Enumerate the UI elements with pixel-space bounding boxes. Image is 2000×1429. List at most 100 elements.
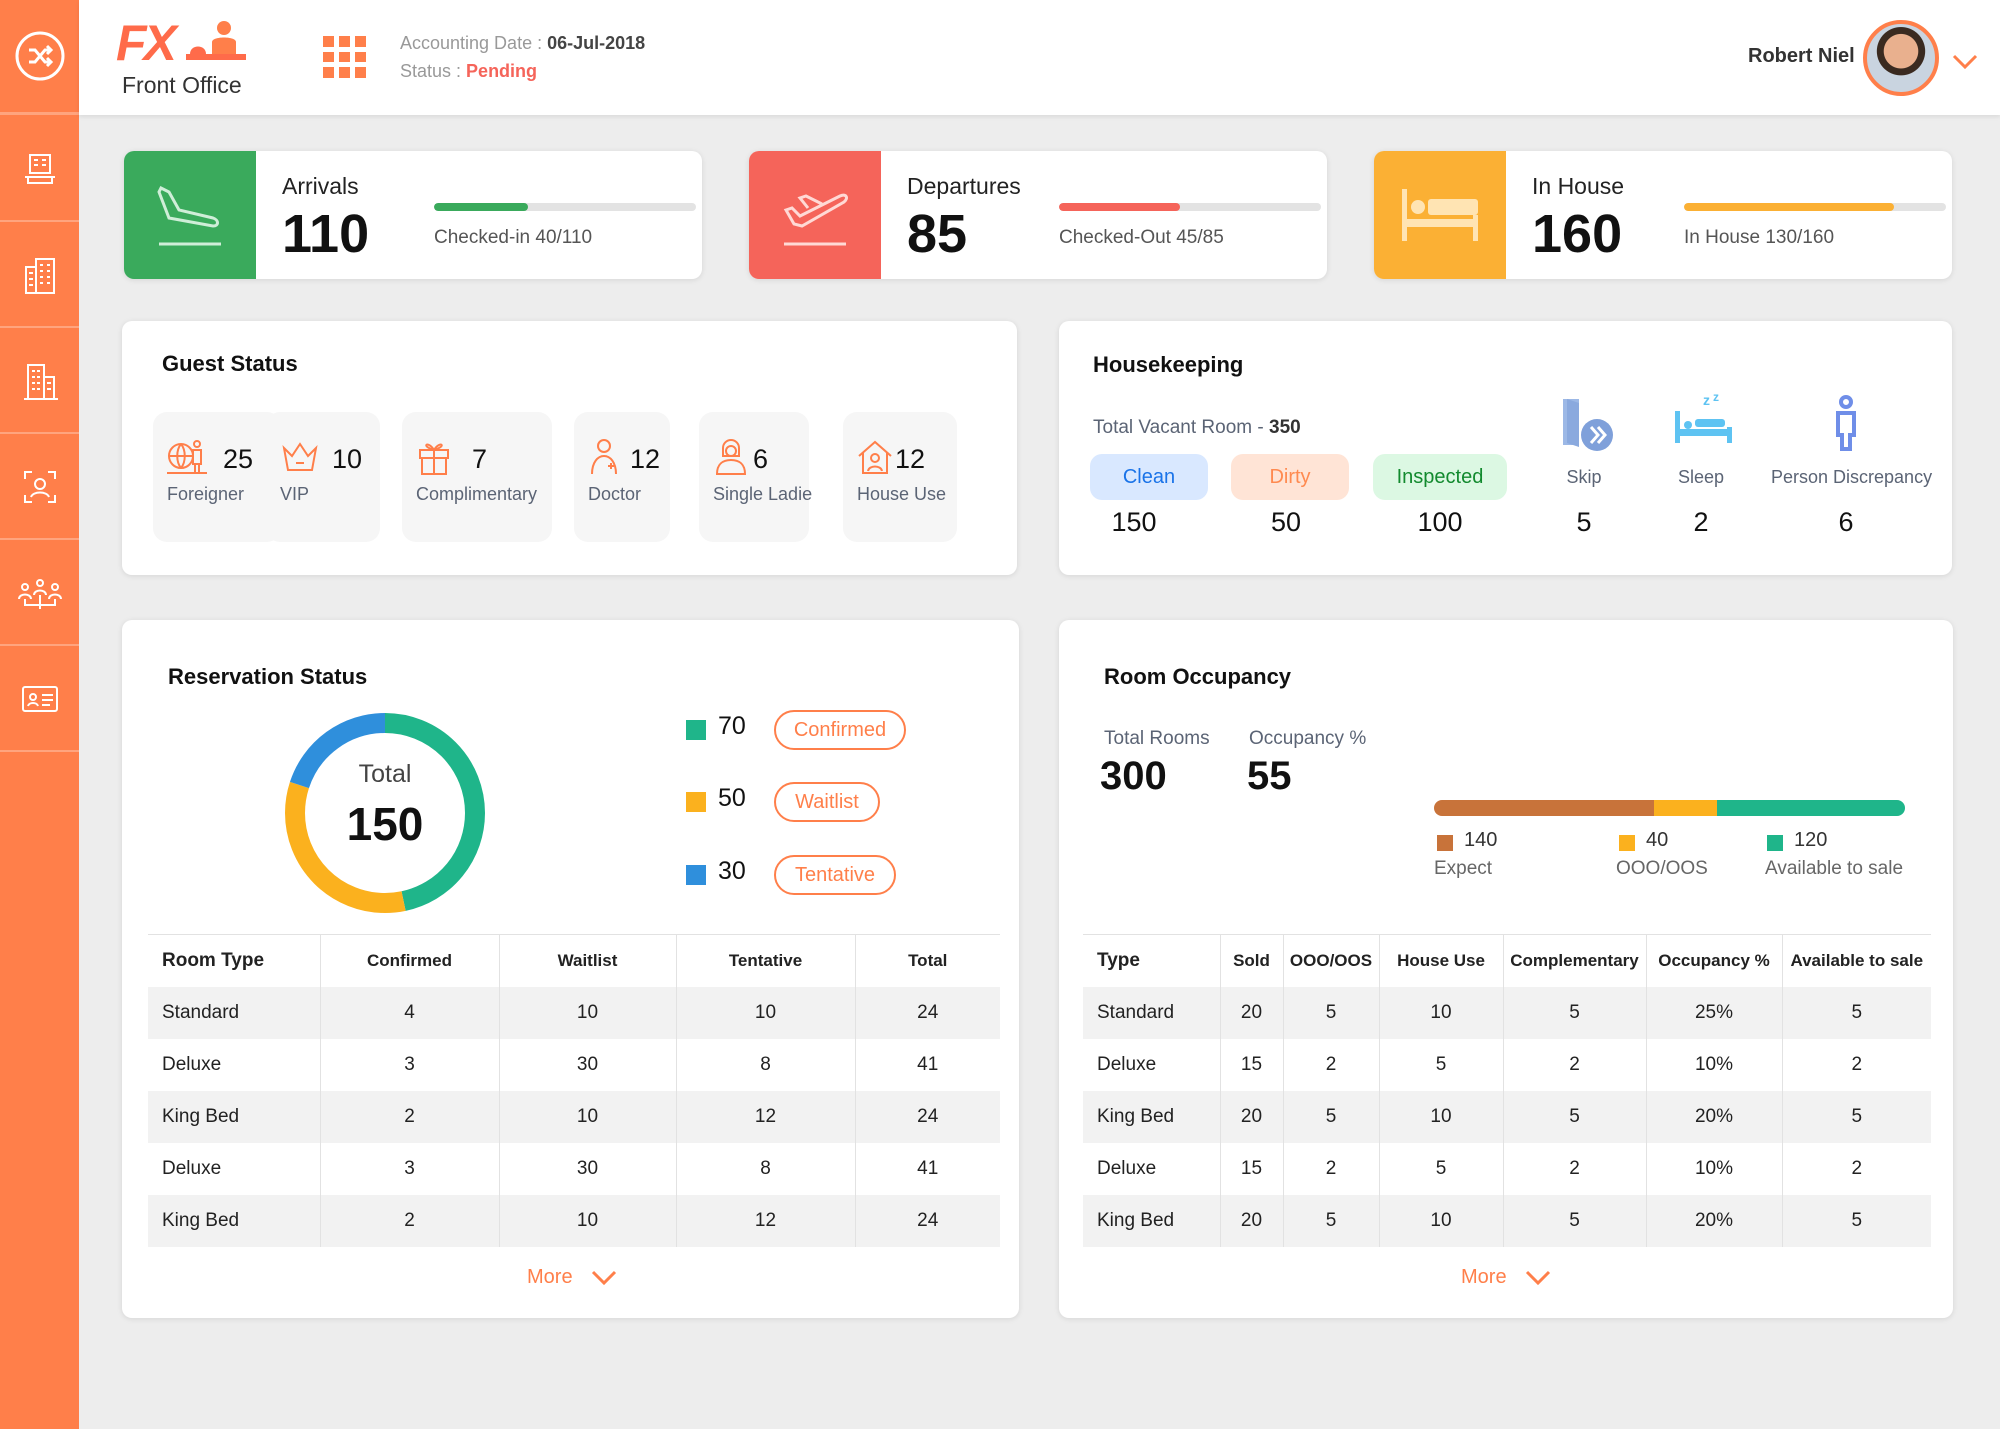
in-house-card[interactable]: In House 160 In House 130/160 (1374, 151, 1952, 279)
occupancy-label: Occupancy % (1249, 728, 1367, 749)
column-header: Total (908, 950, 948, 970)
table-row[interactable]: Deluxe 15 2 5 2 10% 2 (1083, 1142, 1931, 1195)
table-row[interactable]: Deluxe 15 2 5 2 10% 2 (1083, 1038, 1931, 1091)
arrivals-card[interactable]: Arrivals 110 Checked-in 40/110 (124, 151, 702, 279)
table-cell: 2 (320, 1090, 500, 1143)
column-header: Sold (1220, 934, 1284, 987)
table-cell: 10 (1379, 1194, 1504, 1247)
apps-grid-icon[interactable] (323, 36, 366, 78)
table-cell: 15 (1220, 1142, 1284, 1195)
legend-swatch (1767, 835, 1783, 851)
dirty-count: 50 (1270, 507, 1302, 537)
legend-tag-waitlist[interactable]: Waitlist (774, 782, 880, 822)
sidebar-toggle[interactable] (0, 0, 79, 115)
guest-tile-vip[interactable]: 10 VIP (266, 412, 380, 542)
table-row[interactable]: King Bed 2 10 12 24 (148, 1194, 1000, 1247)
guest-count: 7 (472, 444, 488, 474)
table-cell: 8 (676, 1142, 856, 1195)
crown-icon (282, 442, 318, 471)
guest-tile-house-use[interactable]: 12 House Use (843, 412, 957, 542)
bar-segment (1653, 800, 1717, 816)
stat-subtext: In House 130/160 (1684, 227, 1835, 248)
housekeeping-panel: Housekeeping Total Vacant Room - 350 Cle… (1059, 321, 1952, 575)
inspected-count: 100 (1417, 507, 1463, 537)
column-header: Room Type (148, 934, 321, 987)
donut-segment-waitlist (285, 713, 485, 913)
table-row[interactable]: King Bed 2 10 12 24 (148, 1090, 1000, 1143)
dirty-pill[interactable]: Dirty (1231, 454, 1349, 500)
vacant-label: Total Vacant Room - (1093, 417, 1270, 438)
table-row[interactable]: Deluxe 3 30 8 41 (148, 1142, 1000, 1195)
progress-bar (434, 203, 696, 211)
stat-value: 85 (907, 204, 968, 264)
status-value: Pending (466, 61, 538, 81)
table-cell: King Bed (148, 1194, 321, 1247)
guest-scan-icon (23, 470, 56, 503)
table-cell: 8 (676, 1038, 856, 1091)
table-row[interactable]: King Bed 20 5 10 5 20% 5 (1083, 1194, 1931, 1247)
breakdown-label: OOO/OOS (1616, 858, 1708, 879)
table-cell: 30 (499, 1142, 677, 1195)
table-cell: 2 (1283, 1142, 1380, 1195)
panel-title: Room Occupancy (1104, 664, 1292, 689)
table-header: Type Sold OOO/OOS House Use Complementary Occ… (1083, 934, 1931, 987)
skip-door-icon (1563, 399, 1613, 451)
sidebar-item-building[interactable] (0, 223, 79, 328)
table-cell: 2 (1851, 1053, 1863, 1075)
user-name: Robert Niel (1748, 45, 1855, 67)
sidebar-item-front-desk[interactable] (0, 117, 79, 222)
table-cell: 5 (1503, 986, 1647, 1039)
table-row[interactable]: Deluxe 3 30 8 41 (148, 1038, 1000, 1091)
plane-landing-icon (124, 151, 256, 279)
guest-count: 10 (332, 444, 363, 474)
guest-tile-foreigner[interactable]: 25 Foreigner (153, 412, 281, 542)
table-row[interactable]: Standard 20 5 10 5 25% 5 (1083, 986, 1931, 1039)
sidebar-item-group[interactable] (0, 541, 79, 646)
inspected-pill[interactable]: Inspected (1373, 454, 1507, 500)
table-row[interactable]: King Bed 20 5 10 5 20% 5 (1083, 1090, 1931, 1143)
stat-value: 160 (1532, 204, 1623, 264)
table-cell: King Bed (148, 1090, 321, 1143)
table-cell: 5 (1503, 1090, 1647, 1143)
sidebar-item-guest-scan[interactable] (0, 435, 79, 540)
more-button[interactable]: More (527, 1266, 617, 1289)
vacant-room: Total Vacant Room - 350 (1093, 417, 1301, 439)
bar-segment (1716, 800, 1905, 816)
table-cell: 24 (917, 1209, 939, 1231)
guest-tile-doctor[interactable]: 12 Doctor (574, 412, 670, 542)
gift-icon (419, 443, 449, 475)
logo: FX Front Office (116, 18, 246, 99)
guest-count: 25 (223, 444, 254, 474)
table-cell: 15 (1220, 1038, 1284, 1091)
accounting-date-label: Accounting Date : (400, 33, 548, 53)
table-cell: 20% (1646, 1090, 1783, 1143)
guest-label: Doctor (588, 484, 642, 504)
sidebar-item-id-card[interactable] (0, 647, 79, 752)
table-cell: 20 (1220, 1090, 1284, 1143)
more-button[interactable]: More (1461, 1266, 1551, 1289)
table-cell: 10 (676, 986, 856, 1039)
table-cell: King Bed (1083, 1090, 1221, 1143)
legend-tag-confirmed[interactable]: Confirmed (774, 710, 906, 750)
table-cell: Standard (1083, 986, 1221, 1039)
table-row[interactable]: Standard 4 10 10 24 (148, 986, 1000, 1039)
guest-tile-complimentary[interactable]: 7 Complimentary (402, 412, 552, 542)
bar-segment (1434, 800, 1654, 816)
chevron-down-icon[interactable] (1952, 54, 1978, 70)
avatar[interactable] (1863, 20, 1939, 96)
table-cell: 20 (1220, 1194, 1284, 1247)
person-discrepancy-count: 6 (1838, 507, 1854, 537)
bed-icon (1374, 151, 1506, 279)
table-cell: 5 (1503, 1194, 1647, 1247)
guest-tile-single-ladie[interactable]: 6 Single Ladie (699, 412, 812, 542)
departures-card[interactable]: Departures 85 Checked-Out 45/85 (749, 151, 1327, 279)
occupancy-stacked-bar (1434, 800, 1905, 816)
column-header: Type (1083, 934, 1221, 987)
clean-pill[interactable]: Clean (1090, 454, 1208, 500)
svg-text:z: z (1713, 391, 1719, 404)
legend-tag-tentative[interactable]: Tentative (774, 855, 896, 895)
stat-subtext: Checked-in 40/110 (434, 227, 593, 248)
sidebar-item-office[interactable] (0, 329, 79, 434)
building-icon (24, 257, 55, 294)
table-cell: Deluxe (1083, 1038, 1221, 1091)
